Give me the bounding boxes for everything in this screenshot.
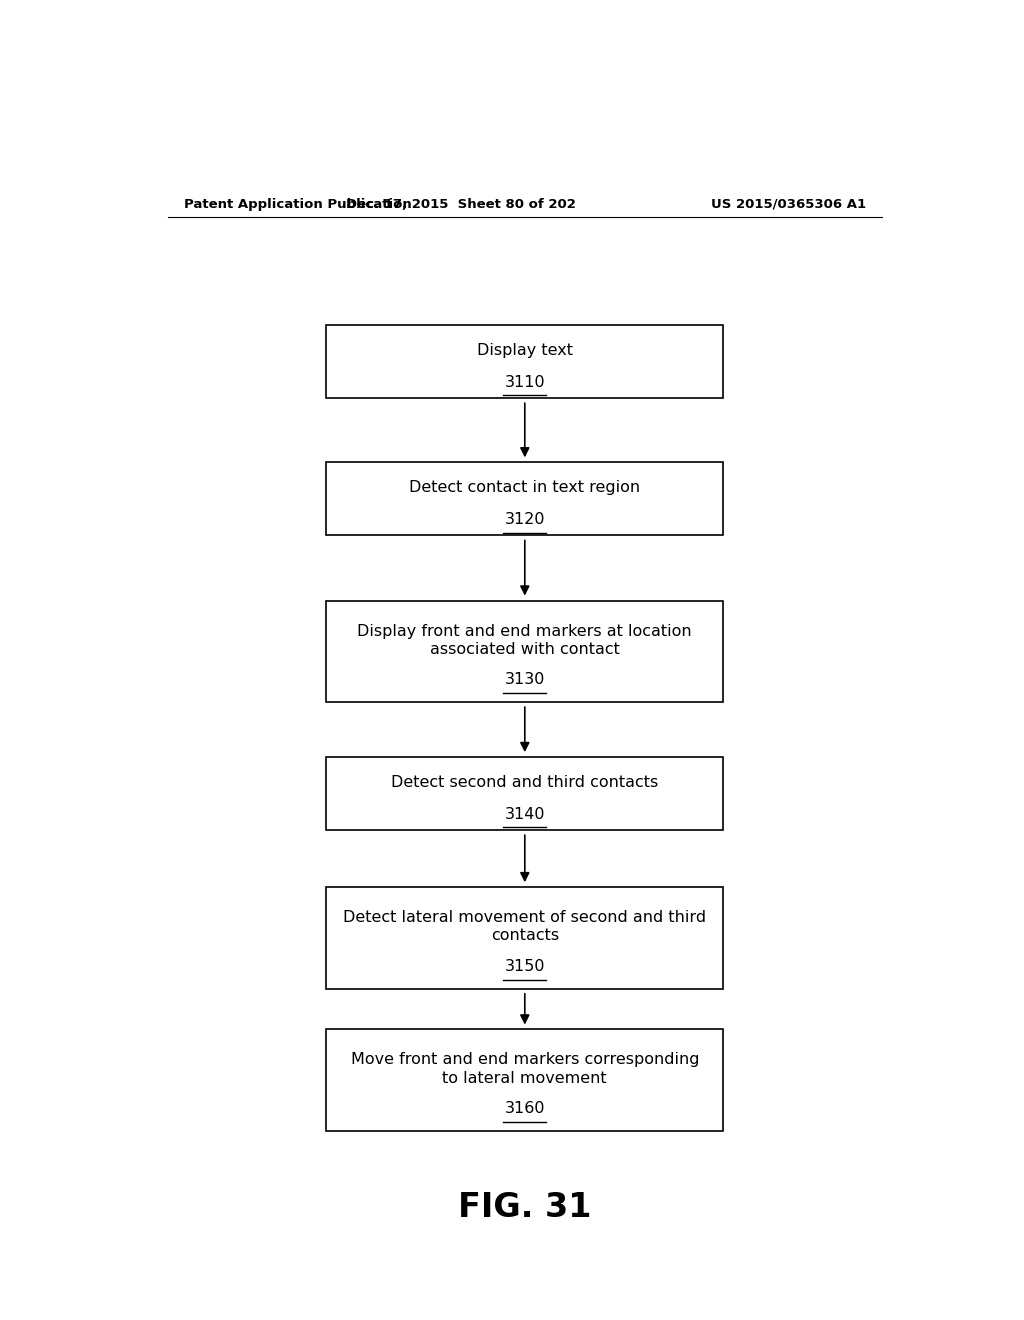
Text: 3160: 3160: [505, 1101, 545, 1117]
Text: Display text: Display text: [477, 343, 572, 358]
Bar: [327, 325, 723, 399]
Text: 3130: 3130: [505, 672, 545, 688]
Text: contacts: contacts: [490, 928, 559, 944]
Bar: [327, 1030, 723, 1131]
Bar: [327, 887, 723, 989]
Bar: [327, 601, 723, 702]
Text: Move front and end markers corresponding: Move front and end markers corresponding: [350, 1052, 699, 1068]
Text: Detect contact in text region: Detect contact in text region: [410, 480, 640, 495]
Text: Patent Application Publication: Patent Application Publication: [183, 198, 412, 211]
Text: associated with contact: associated with contact: [430, 642, 620, 657]
Text: US 2015/0365306 A1: US 2015/0365306 A1: [711, 198, 866, 211]
Text: 3140: 3140: [505, 807, 545, 821]
Text: Detect second and third contacts: Detect second and third contacts: [391, 775, 658, 791]
Bar: [327, 758, 723, 830]
Text: 3120: 3120: [505, 512, 545, 527]
Text: Detect lateral movement of second and third: Detect lateral movement of second and th…: [343, 911, 707, 925]
Text: Dec. 17, 2015  Sheet 80 of 202: Dec. 17, 2015 Sheet 80 of 202: [346, 198, 577, 211]
Text: 3150: 3150: [505, 958, 545, 974]
Text: FIG. 31: FIG. 31: [458, 1191, 592, 1224]
Bar: [327, 462, 723, 536]
Text: 3110: 3110: [505, 375, 545, 389]
Text: to lateral movement: to lateral movement: [442, 1071, 607, 1086]
Text: Display front and end markers at location: Display front and end markers at locatio…: [357, 623, 692, 639]
